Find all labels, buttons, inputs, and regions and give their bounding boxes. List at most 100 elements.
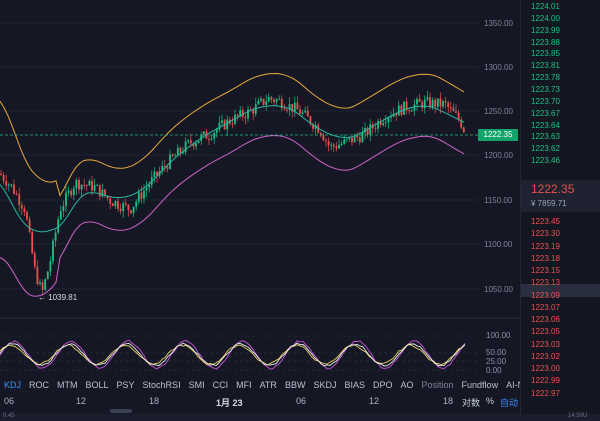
percent-scale-button[interactable]: %: [485, 396, 494, 406]
bid-price[interactable]: 1223.06: [531, 315, 560, 324]
candle-body: [421, 101, 424, 109]
indicator-tab-skdj[interactable]: SKDJ: [313, 380, 337, 390]
bid-price[interactable]: 1223.07: [531, 302, 560, 312]
candle-body: [49, 261, 52, 272]
bid-price[interactable]: 1223.09: [531, 290, 560, 300]
auto-scale-button[interactable]: 自动: [499, 398, 518, 408]
indicator-tab-position[interactable]: Position: [421, 380, 454, 390]
indicator-tab-bbw[interactable]: BBW: [284, 380, 306, 390]
price-tick: 1350.00: [484, 19, 513, 28]
candle-body: [265, 101, 268, 105]
candle-body: [239, 110, 242, 117]
candle-body: [171, 154, 174, 156]
candle-body: [59, 211, 62, 220]
indicator-tabs: KDJ ROC MTM BOLL PSY StochRSI SMI CCI MFI ATR BBW S…: [0, 377, 520, 394]
candle-body: [377, 121, 379, 129]
candle-body: [80, 184, 83, 190]
indicator-tab-roc[interactable]: ROC: [29, 380, 50, 390]
time-scrollbar[interactable]: [110, 409, 132, 413]
indicator-tab-dpo[interactable]: DPO: [372, 380, 393, 390]
candle-body: [369, 124, 372, 135]
candle-body: [114, 201, 117, 207]
ask-price[interactable]: 1223.70: [531, 96, 560, 106]
candle-body: [65, 192, 67, 207]
bid-price[interactable]: 1223.30: [531, 229, 560, 239]
candle-body: [218, 122, 221, 130]
candle-body: [374, 127, 377, 129]
candle-body: [13, 184, 15, 194]
ask-price[interactable]: 1223.73: [531, 84, 560, 94]
indicator-tab-kdj[interactable]: KDJ: [4, 380, 22, 390]
candle-body: [96, 184, 99, 186]
candle-body: [20, 204, 23, 209]
ask-price[interactable]: 1223.99: [531, 25, 560, 35]
bid-price[interactable]: 1223.02: [531, 351, 560, 361]
candle-body: [83, 184, 86, 186]
indicator-tab-smi[interactable]: SMI: [188, 380, 205, 390]
ask-price[interactable]: 1223.85: [531, 49, 560, 59]
candle-body: [57, 219, 60, 233]
indicator-tab-fundflow[interactable]: Fundflow: [461, 380, 499, 390]
candle-body: [384, 121, 387, 123]
bid-price[interactable]: 1223.13: [531, 278, 560, 288]
bid-price[interactable]: 1223.45: [531, 217, 560, 226]
candle-body: [169, 154, 171, 169]
ask-price[interactable]: 1223.46: [531, 156, 560, 166]
bid-highlight: [521, 284, 600, 297]
bid-price[interactable]: 1222.99: [531, 376, 560, 386]
candle-body: [387, 117, 390, 122]
chart-area[interactable]: 1350.00 1300.00 1250.00 1200.00 1150.00 …: [0, 0, 520, 421]
ask-price[interactable]: 1223.67: [531, 108, 560, 118]
candle-body: [78, 179, 80, 190]
indicator-tab-mfi[interactable]: MFI: [236, 380, 252, 390]
candle-body: [457, 112, 460, 120]
upper-band: [0, 72, 465, 197]
ask-price[interactable]: 1224.01: [531, 2, 560, 11]
ask-price[interactable]: 1223.78: [531, 73, 560, 83]
bid-price[interactable]: 1223.19: [531, 241, 560, 251]
indicator-tab-cci[interactable]: CCI: [212, 380, 229, 390]
price-tick: 1300.00: [484, 63, 513, 72]
indicator-tab-psy[interactable]: PSY: [116, 380, 135, 390]
ask-price[interactable]: 1223.63: [531, 132, 560, 142]
ask-price[interactable]: 1223.88: [531, 37, 560, 47]
order-book: 1224.01 1224.00 1223.99 1223.88 1223.85 1223.…: [520, 0, 600, 414]
indicator-tab-stochrsi[interactable]: StochRSI: [142, 380, 181, 390]
candle-body: [106, 195, 109, 199]
candle-body: [143, 190, 145, 199]
candle-body: [2, 174, 5, 181]
ask-price[interactable]: 1223.81: [531, 61, 560, 71]
log-scale-button[interactable]: 对数: [461, 398, 480, 408]
indicator-tab-ao[interactable]: AO: [400, 380, 414, 390]
bid-price[interactable]: 1223.18: [531, 253, 560, 263]
candle-body: [351, 137, 353, 143]
ask-price[interactable]: 1224.00: [531, 13, 560, 23]
bid-price[interactable]: 1223.05: [531, 327, 560, 337]
candle-body: [33, 253, 36, 267]
bid-price[interactable]: 1222.97: [531, 388, 560, 398]
ask-price[interactable]: 1223.62: [531, 144, 560, 154]
candle-body: [140, 192, 143, 199]
indicator-tab-mtm[interactable]: MTM: [57, 380, 78, 390]
candles: [0, 90, 465, 296]
candle-body: [429, 97, 431, 108]
bid-price[interactable]: 1223.15: [531, 266, 560, 275]
indicator-tab-bias[interactable]: BIAS: [344, 380, 365, 390]
bid-price[interactable]: 1223.00: [531, 364, 560, 373]
indicator-tab-boll[interactable]: BOLL: [85, 380, 109, 390]
bid-price[interactable]: 1223.03: [531, 339, 560, 349]
lower-band: [0, 135, 465, 297]
candle-body: [397, 105, 400, 116]
candle-body: [353, 135, 356, 143]
indicator-tab-ai-netvol[interactable]: AI-NetVOL: [506, 380, 520, 390]
candlestick-chart[interactable]: [0, 0, 520, 377]
chart-grid: [0, 22, 478, 371]
candle-body: [413, 104, 416, 111]
candle-body: [226, 119, 229, 130]
ask-price[interactable]: 1223.64: [531, 120, 560, 130]
candle-body: [296, 102, 299, 110]
indicator-tab-atr[interactable]: ATR: [259, 380, 277, 390]
candle-body: [127, 204, 130, 211]
candle-body: [280, 98, 283, 109]
candle-body: [400, 105, 403, 115]
